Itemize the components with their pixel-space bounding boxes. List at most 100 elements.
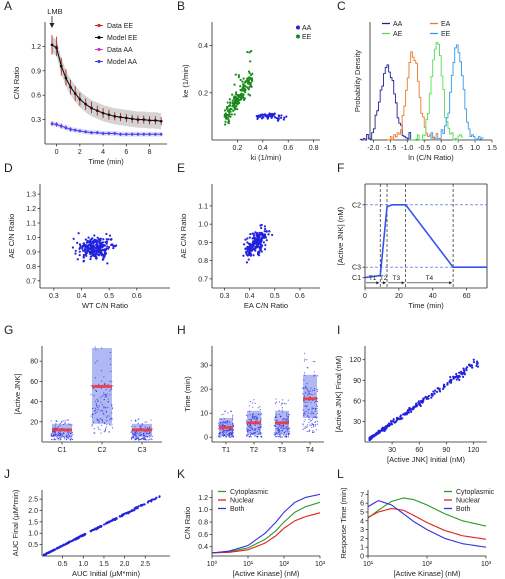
jitter-point — [104, 429, 106, 432]
y-axis-label: AE C/N Ratio — [179, 214, 188, 259]
y-axis-label: AE C/N Ratio — [7, 214, 16, 259]
x-tick-label: 6 — [124, 149, 128, 156]
jitter-point — [303, 372, 306, 374]
jitter-point — [97, 426, 99, 428]
jitter-point — [304, 385, 307, 387]
jitter-point — [274, 425, 276, 427]
jitter-point — [308, 416, 310, 418]
scatter-point — [255, 243, 258, 247]
model-point — [55, 46, 58, 50]
scatter-point — [249, 60, 252, 63]
jitter-point — [282, 428, 284, 430]
scatter-point — [247, 88, 251, 91]
jitter-point — [279, 434, 281, 436]
jitter-point — [285, 419, 288, 421]
scatter-point — [72, 539, 75, 542]
x-tick-label: -2.0 — [367, 145, 379, 152]
jitter-point — [223, 431, 225, 433]
jitter-point — [65, 436, 67, 438]
legend-label: Nuclear — [230, 498, 255, 505]
jitter-point — [247, 431, 249, 433]
x-tick-label: 0.5 — [270, 293, 280, 300]
jitter-point — [274, 434, 276, 437]
jitter-point — [280, 425, 283, 427]
jitter-point — [314, 423, 317, 426]
jitter-point — [281, 430, 284, 432]
x-axis-label: EA C/N Ratio — [244, 301, 288, 310]
scatter-point — [255, 245, 258, 249]
jitter-point — [281, 436, 283, 438]
jitter-point — [250, 427, 252, 429]
jitter-point — [136, 432, 139, 434]
y-axis-label: ke (1/min) — [181, 64, 190, 98]
model-point — [119, 132, 122, 136]
scatter-point — [465, 368, 468, 372]
jitter-point — [278, 401, 280, 403]
scatter-point — [96, 236, 99, 239]
jitter-point — [218, 424, 220, 426]
jitter-point — [71, 435, 73, 437]
scatter-point — [383, 429, 386, 433]
panel-letter: K — [177, 467, 185, 481]
jitter-point — [97, 428, 100, 430]
scatter-point — [232, 109, 235, 112]
scatter-point — [91, 248, 94, 251]
jitter-point — [306, 359, 308, 361]
jitter-point — [102, 407, 105, 409]
jitter-point — [222, 435, 225, 437]
jitter-point — [111, 417, 113, 419]
jitter-point — [277, 424, 279, 426]
jitter-point — [143, 438, 145, 441]
scatter-point — [93, 234, 96, 237]
legend-label: Data EE — [107, 23, 133, 30]
scatter-point — [95, 246, 98, 250]
jitter-point — [130, 438, 133, 440]
x-tick-label: 10¹ — [363, 561, 374, 568]
jitter-point — [101, 424, 103, 426]
jitter-point — [284, 435, 286, 438]
scatter-point — [264, 243, 267, 247]
jitter-point — [278, 436, 280, 438]
jitter-point — [149, 436, 151, 438]
jitter-point — [230, 433, 232, 435]
jitter-point — [302, 409, 304, 411]
scatter-point — [62, 543, 65, 546]
jitter-point — [106, 415, 108, 417]
scatter-point — [247, 242, 250, 245]
mean-bar — [247, 421, 261, 425]
jitter-point — [259, 424, 261, 426]
jitter-point — [58, 432, 61, 434]
jitter-point — [286, 418, 288, 420]
jitter-point — [130, 420, 132, 422]
jitter-point — [256, 419, 258, 421]
x-tick-label: 0.5 — [453, 145, 463, 152]
jitter-point — [246, 428, 248, 430]
jitter-point — [303, 387, 305, 390]
jitter-point — [312, 412, 315, 415]
y-tick-label: 2.5 — [28, 497, 38, 504]
jitter-point — [232, 416, 234, 418]
jitter-point — [303, 414, 305, 417]
jitter-point — [103, 413, 105, 416]
scatter-point — [263, 248, 267, 251]
jitter-point — [144, 439, 146, 441]
scatter-point — [80, 535, 83, 538]
jitter-point — [228, 432, 230, 435]
jitter-point — [58, 426, 60, 428]
scatter-point — [225, 105, 229, 109]
jitter-point — [222, 429, 225, 431]
scatter-point — [265, 230, 268, 233]
model-point — [84, 130, 87, 134]
y-axis-label: C/N Ratio — [12, 67, 21, 100]
x-tick-label: 8 — [148, 149, 152, 156]
jitter-point — [232, 423, 234, 425]
scatter-point — [232, 104, 235, 107]
jitter-point — [248, 418, 250, 420]
scatter-point — [412, 405, 415, 408]
jitter-point — [53, 427, 55, 429]
panel-k: 10⁰ 10¹ 10² 10³ 0.4 0.6 0.8 1.0 1.2 [Active Kinas… — [177, 467, 326, 578]
jitter-point — [310, 419, 312, 421]
jitter-point — [106, 426, 108, 428]
jitter-point — [275, 432, 278, 434]
